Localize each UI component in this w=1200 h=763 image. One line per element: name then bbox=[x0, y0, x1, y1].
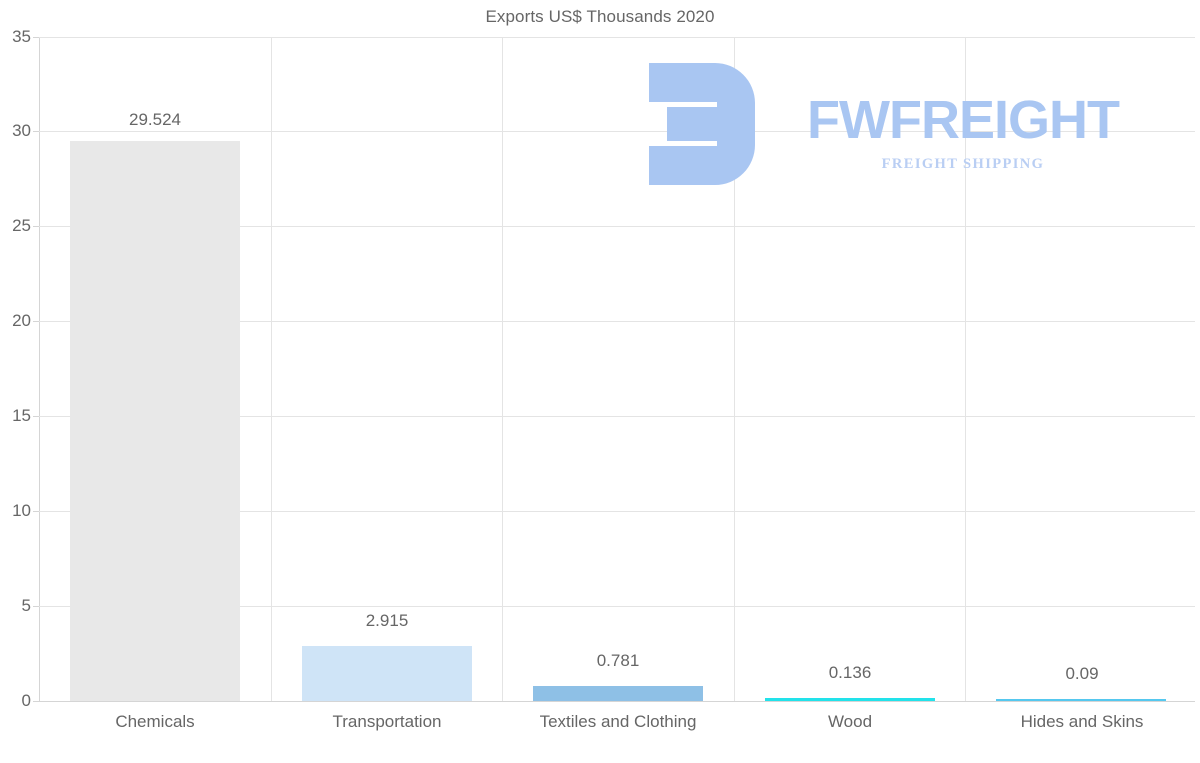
bar-value-label: 0.136 bbox=[828, 663, 872, 682]
gridline-vertical bbox=[271, 37, 272, 701]
y-axis-tick-label: 25 bbox=[12, 216, 31, 235]
gridline-vertical bbox=[734, 37, 735, 701]
x-axis-label-textiles-and-clothing: Textiles and Clothing bbox=[539, 712, 697, 731]
y-axis-tick-label: 20 bbox=[12, 311, 31, 330]
gridline-horizontal bbox=[39, 226, 1195, 227]
bar-value-label: 0.09 bbox=[1065, 664, 1099, 683]
bar-transportation[interactable] bbox=[302, 645, 472, 701]
y-axis-tick-label: 10 bbox=[12, 501, 31, 520]
y-axis-tick-label: 5 bbox=[21, 596, 31, 615]
plot-area bbox=[39, 37, 1195, 701]
y-axis: 35 30 25 20 15 10 5 0 bbox=[0, 0, 31, 763]
gridline-horizontal bbox=[39, 416, 1195, 417]
gridline-vertical bbox=[965, 37, 966, 701]
y-tick-mark bbox=[33, 37, 39, 38]
gridline-horizontal bbox=[39, 321, 1195, 322]
gridline-horizontal bbox=[39, 131, 1195, 132]
bar-textiles-and-clothing[interactable] bbox=[533, 686, 703, 701]
gridline-horizontal bbox=[39, 37, 1195, 38]
chart-title: Exports US$ Thousands 2020 bbox=[485, 7, 715, 26]
x-axis-label-chemicals: Chemicals bbox=[115, 712, 195, 731]
y-tick-mark bbox=[33, 606, 39, 607]
bar-value-label: 29.524 bbox=[129, 110, 181, 129]
gridline-horizontal bbox=[39, 511, 1195, 512]
x-axis-label-wood: Wood bbox=[827, 712, 873, 731]
y-axis-line bbox=[39, 37, 40, 701]
gridline-vertical bbox=[502, 37, 503, 701]
y-tick-mark bbox=[33, 321, 39, 322]
y-tick-mark bbox=[33, 701, 39, 702]
y-tick-mark bbox=[33, 416, 39, 417]
y-tick-mark bbox=[33, 226, 39, 227]
y-tick-mark bbox=[33, 511, 39, 512]
bar-value-label: 0.781 bbox=[596, 651, 640, 670]
gridline-horizontal bbox=[39, 606, 1195, 607]
y-tick-mark bbox=[33, 131, 39, 132]
y-axis-tick-label: 35 bbox=[12, 27, 31, 46]
y-axis-tick-label: 0 bbox=[21, 691, 31, 710]
x-axis-label-transportation: Transportation bbox=[332, 712, 442, 731]
bar-value-label: 2.915 bbox=[365, 611, 409, 630]
y-axis-tick-label: 15 bbox=[12, 406, 31, 425]
y-axis-tick-label: 30 bbox=[12, 121, 31, 140]
x-axis-line bbox=[39, 701, 1195, 702]
bar-hides-and-skins[interactable] bbox=[996, 698, 1166, 701]
bar-wood[interactable] bbox=[765, 698, 935, 701]
x-axis-label-hides-and-skins: Hides and Skins bbox=[1020, 712, 1144, 731]
bar-chemicals[interactable] bbox=[70, 140, 240, 701]
